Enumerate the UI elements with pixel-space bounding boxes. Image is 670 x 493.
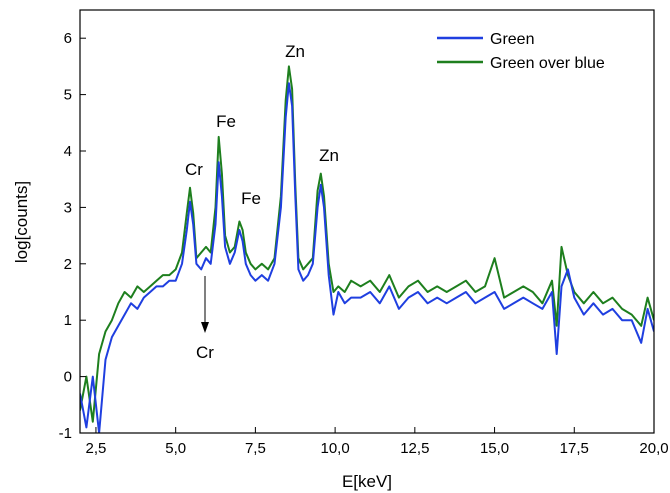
series-line-0 [80, 82, 654, 433]
x-tick-label: 10,0 [321, 440, 350, 457]
annotations: Cr Fe Fe Zn Zn Cr [185, 42, 339, 362]
y-tick-label: 2 [64, 256, 72, 273]
x-tick-label: 20,0 [639, 440, 668, 457]
x-axis: 2,5 5,0 7,5 10,0 12,5 15,0 17,5 20,0 [86, 427, 669, 457]
cr-arrow-head [201, 322, 209, 333]
y-tick-label: 3 [64, 199, 72, 216]
y-tick-label: 5 [64, 87, 72, 104]
annotation-zn-label: Zn [285, 42, 305, 61]
y-tick-label: 6 [64, 30, 72, 47]
y-tick-label: -1 [59, 425, 72, 442]
y-tick-label: 0 [64, 369, 72, 386]
annotation-zn-label-2: Zn [319, 146, 339, 165]
annotation-cr-arrow-label: Cr [196, 343, 214, 362]
y-tick-label: 4 [64, 143, 72, 160]
series-line-1 [80, 65, 654, 423]
x-tick-label: 12,5 [400, 440, 429, 457]
x-tick-label: 2,5 [86, 440, 107, 457]
annotation-fe-label: Fe [216, 112, 236, 131]
legend-label-green-over-blue: Green over blue [490, 55, 605, 72]
y-axis-label: log[counts] [12, 181, 31, 263]
x-tick-label: 15,0 [480, 440, 509, 457]
y-axis: -1 0 1 2 3 4 5 6 [59, 30, 86, 442]
x-tick-label: 7,5 [245, 440, 266, 457]
x-tick-label: 5,0 [165, 440, 186, 457]
plot-frame [79, 9, 655, 434]
annotation-fe-label-2: Fe [241, 189, 261, 208]
legend: Green Green over blue [437, 31, 605, 72]
y-tick-label: 1 [64, 312, 72, 329]
x-tick-label: 17,5 [560, 440, 589, 457]
legend-label-green: Green [490, 31, 534, 48]
plot-lines [80, 65, 654, 433]
annotation-cr-label: Cr [185, 160, 203, 179]
x-axis-label: E[keV] [342, 472, 392, 491]
